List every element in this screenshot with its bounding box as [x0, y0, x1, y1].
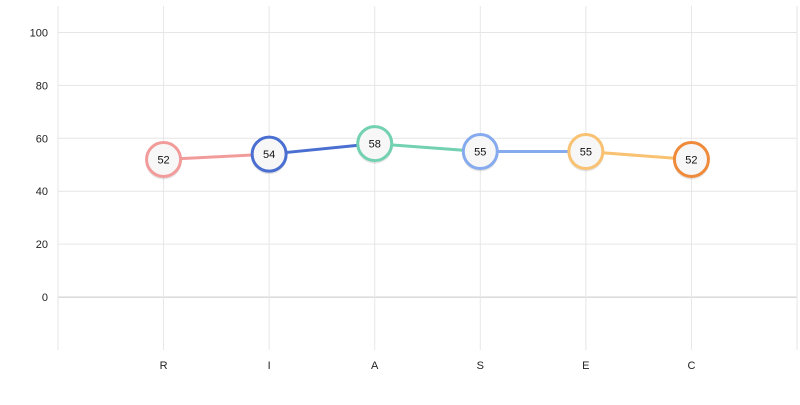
data-point-label: 52	[157, 154, 169, 166]
y-tick-label: 60	[36, 133, 48, 145]
data-point	[356, 125, 394, 163]
y-tick-label: 100	[30, 27, 48, 39]
data-point-label: 54	[263, 149, 275, 161]
x-tick-label: E	[582, 360, 589, 372]
data-point	[672, 140, 710, 178]
x-tick-label: C	[687, 360, 695, 372]
line-layer	[162, 142, 693, 161]
data-point	[567, 133, 605, 171]
data-point	[461, 133, 499, 171]
axis-layer: 0 20 40 60 80 100 R I A S E C	[30, 27, 696, 372]
data-point-label: 52	[685, 154, 697, 166]
data-point	[145, 140, 183, 178]
grid-layer	[57, 6, 798, 350]
x-tick-label: S	[477, 360, 484, 372]
point-layer: 52 54 58 55 55 52	[145, 125, 710, 180]
y-tick-label: 0	[42, 292, 48, 304]
data-point	[250, 135, 288, 173]
y-tick-label: 40	[36, 186, 48, 198]
y-tick-label: 20	[36, 239, 48, 251]
data-point-label: 55	[580, 147, 592, 159]
x-tick-label: R	[160, 360, 168, 372]
data-point-label: 58	[369, 139, 381, 151]
x-tick-label: I	[268, 360, 271, 372]
x-tick-label: A	[371, 360, 379, 372]
y-tick-label: 80	[36, 80, 48, 92]
data-point-label: 55	[474, 147, 486, 159]
